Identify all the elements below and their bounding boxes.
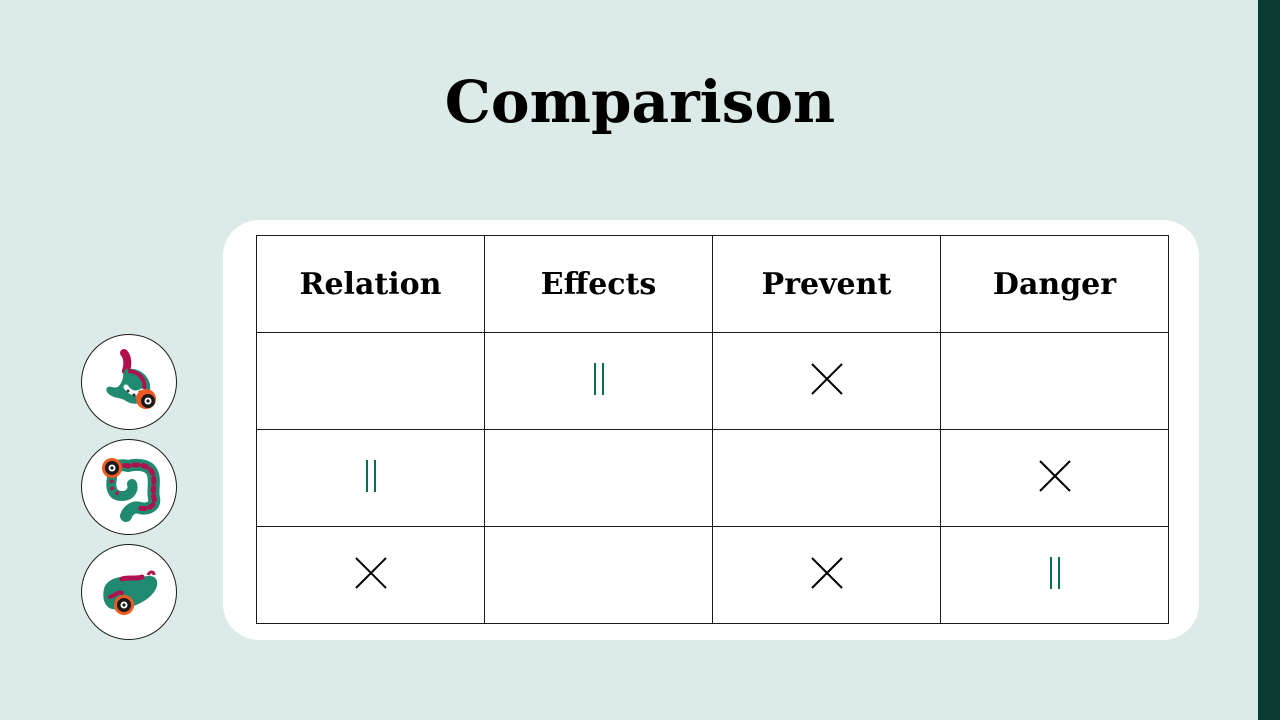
cross-mark-icon: [810, 557, 843, 589]
cross-mark-icon: [354, 557, 387, 589]
table-cell: [484, 429, 713, 527]
cross-mark-icon: [1038, 460, 1071, 492]
equal-mark-icon: [365, 460, 376, 492]
table-row: [256, 332, 1169, 430]
header-danger: Danger: [940, 235, 1169, 333]
side-accent-bar: [1258, 0, 1280, 720]
table-row: [256, 526, 1169, 624]
table-row: [256, 429, 1169, 527]
table-cell: [940, 332, 1169, 430]
equal-mark-icon: [593, 363, 604, 395]
table-cell: [256, 332, 485, 430]
header-prevent: Prevent: [712, 235, 941, 333]
table-cell: [712, 526, 941, 624]
table-cell: [484, 332, 713, 430]
stomach-icon: [81, 334, 177, 430]
comparison-table: Relation Effects Prevent Danger: [256, 235, 1169, 624]
table-cell: [256, 526, 485, 624]
equal-mark-icon: [1049, 557, 1060, 589]
liver-icon: [81, 544, 177, 640]
header-effects: Effects: [484, 235, 713, 333]
cross-mark-icon: [810, 363, 843, 395]
table-cell: [256, 429, 485, 527]
slide-title: Comparison: [444, 68, 836, 136]
table-cell: [940, 526, 1169, 624]
header-row: Relation Effects Prevent Danger: [256, 235, 1169, 333]
table-cell: [712, 332, 941, 430]
table-cell: [712, 429, 941, 527]
header-relation: Relation: [256, 235, 485, 333]
intestine-icon: [81, 439, 177, 535]
table-cell: [940, 429, 1169, 527]
table-cell: [484, 526, 713, 624]
